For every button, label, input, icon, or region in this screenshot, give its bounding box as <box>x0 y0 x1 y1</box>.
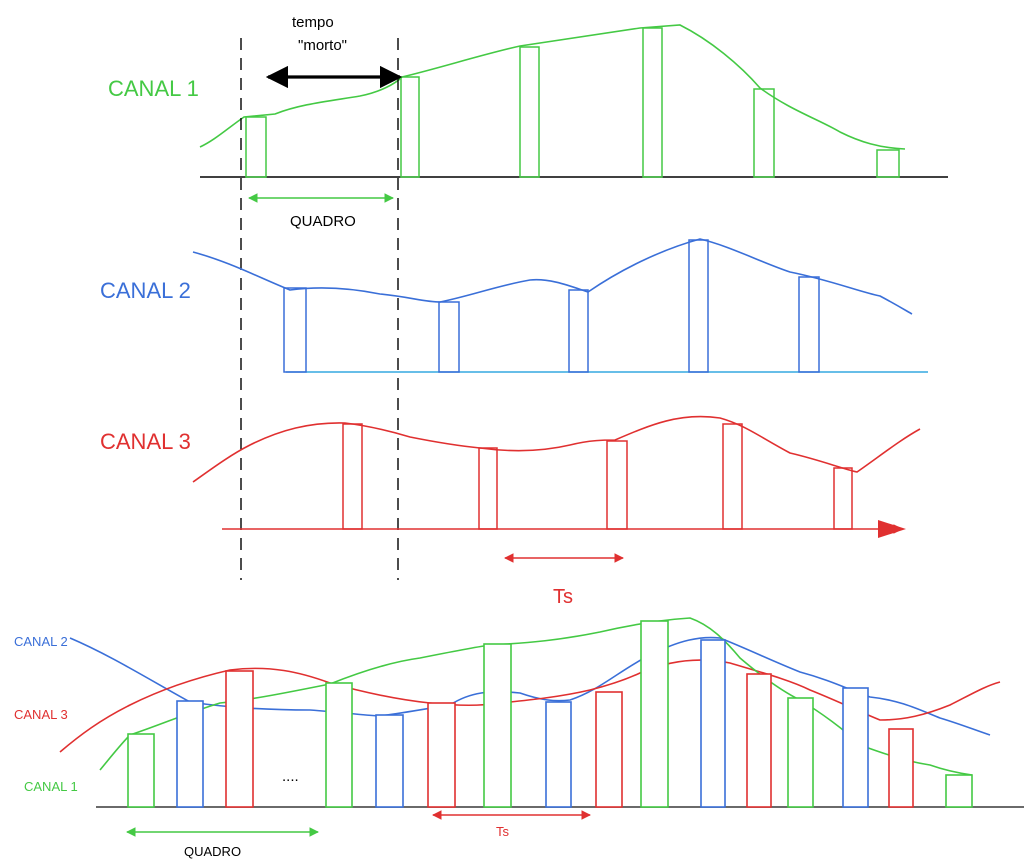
bottom-ch1-sample <box>945 774 973 808</box>
top-channel-2-panel: CANAL 2 <box>100 238 928 373</box>
top-ch2-sample <box>688 239 709 373</box>
bottom-ch3-sample <box>225 670 254 808</box>
bottom-ch3-sample <box>595 691 623 808</box>
top-ch1-sample <box>642 27 663 178</box>
bottom-channel-3-label: CANAL 3 <box>14 707 68 722</box>
top-ch3-sample <box>833 467 853 530</box>
bottom-ch1-sample <box>640 620 669 808</box>
bottom-channel-3-signal <box>59 659 1001 753</box>
top-channel-2-signal <box>192 238 913 315</box>
top-ch2-sample <box>438 301 460 373</box>
bottom-samples <box>127 620 973 808</box>
top-ch1-sample <box>400 76 420 178</box>
top-ch3-sample <box>342 423 363 530</box>
top-channel-3-axis-arrowhead <box>878 520 906 538</box>
top-ch2-sample <box>798 276 820 373</box>
top-channel-1-signal <box>199 24 906 150</box>
bottom-ch2-sample <box>375 714 404 808</box>
top-channel-3-signal <box>192 415 921 483</box>
top-channel-3-label: CANAL 3 <box>100 429 191 454</box>
top-channel-2-samples <box>283 239 820 373</box>
top-frame-label: QUADRO <box>290 213 356 230</box>
bottom-ch1-sample <box>483 643 512 808</box>
bottom-ch2-sample <box>700 639 726 808</box>
bottom-ch3-sample <box>427 702 456 808</box>
top-channel-3-samples <box>342 423 853 530</box>
dead-time-label-line1: tempo <box>292 14 334 31</box>
top-ch3-sample <box>722 423 743 530</box>
bottom-ch2-sample <box>545 701 572 808</box>
top-ch1-sample <box>519 46 540 178</box>
bottom-frame-label: QUADRO <box>184 844 241 859</box>
bottom-ch1-sample <box>325 682 353 808</box>
dead-time-label-line2: "morto" <box>298 37 347 54</box>
top-ch1-sample <box>753 88 775 178</box>
top-ch2-sample <box>283 287 307 373</box>
bottom-ch2-sample <box>842 687 869 808</box>
top-ch3-sample <box>478 447 498 530</box>
top-channel-1-samples <box>245 27 900 178</box>
bottom-ellipsis: .... <box>282 768 299 785</box>
bottom-ch1-sample <box>127 733 155 808</box>
bottom-ch3-sample <box>888 728 914 808</box>
top-ch1-sample <box>245 116 267 178</box>
top-ch1-sample <box>876 149 900 178</box>
top-channel-2-label: CANAL 2 <box>100 278 191 303</box>
bottom-ch2-sample <box>176 700 204 808</box>
top-channel-1-panel: CANAL 1 tempo "morto" <box>108 14 948 178</box>
bottom-channel-2-label: CANAL 2 <box>14 634 68 649</box>
top-ch2-sample <box>568 289 589 373</box>
bottom-ch1-sample <box>787 697 814 808</box>
top-period-label: Ts <box>553 586 573 608</box>
top-frame-annotation: QUADRO <box>248 193 394 230</box>
top-channel-1-label: CANAL 1 <box>108 76 199 101</box>
bottom-multiplexed-panel: CANAL 2 CANAL 3 CANAL 1 .... QUA <box>14 617 1024 859</box>
bottom-ch3-sample <box>746 673 772 808</box>
bottom-channel-1-label: CANAL 1 <box>24 779 78 794</box>
top-ch3-sample <box>606 440 628 530</box>
bottom-period-label: Ts <box>496 824 510 839</box>
top-channel-3-panel: CANAL 3 Ts <box>100 415 921 608</box>
